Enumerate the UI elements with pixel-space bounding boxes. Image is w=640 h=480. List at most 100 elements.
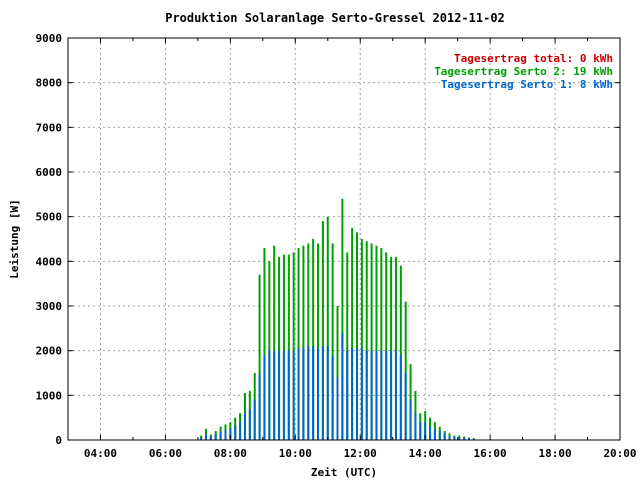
bar-series-1 xyxy=(365,241,368,440)
bar-series-1 xyxy=(292,252,295,440)
bar-series-2 xyxy=(385,350,388,440)
y-tick-label: 7000 xyxy=(36,121,63,134)
bar-series-1 xyxy=(351,227,354,440)
bar-series-1 xyxy=(273,245,276,440)
chart-title: Produktion Solaranlage Serto-Gressel 201… xyxy=(165,11,505,25)
bar-series-2 xyxy=(326,346,329,440)
bar-series-2 xyxy=(209,436,212,440)
bar-series-1 xyxy=(317,243,320,440)
bar-series-1 xyxy=(287,254,290,440)
legend-entry: Tagesertrag total: 0 kWh xyxy=(454,52,613,65)
y-tick-label: 4000 xyxy=(36,255,63,268)
y-tick-label: 6000 xyxy=(36,166,63,179)
bar-series-2 xyxy=(453,436,456,440)
bar-series-2 xyxy=(468,438,471,440)
bar-series-2 xyxy=(365,350,368,440)
x-tick-label: 16:00 xyxy=(474,447,507,460)
bar-series-2 xyxy=(409,399,412,440)
x-tick-label: 12:00 xyxy=(344,447,377,460)
bar-series-2 xyxy=(268,350,271,440)
y-tick-label: 1000 xyxy=(36,389,63,402)
legend-entry: Tagesertrag Serto 1: 8 kWh xyxy=(441,78,613,91)
bar-series-2 xyxy=(307,346,310,440)
y-tick-label: 2000 xyxy=(36,345,63,358)
bar-series-1 xyxy=(307,243,310,440)
bar-series-2 xyxy=(263,355,266,440)
bar-series-2 xyxy=(414,413,417,440)
y-tick-label: 5000 xyxy=(36,211,63,224)
bar-series-2 xyxy=(273,350,276,440)
bar-series-2 xyxy=(360,348,363,440)
bar-series-2 xyxy=(317,348,320,440)
plot-frame xyxy=(67,37,621,441)
x-axis-label: Zeit (UTC) xyxy=(311,466,377,479)
y-tick-label: 0 xyxy=(55,434,62,447)
bar-series-2 xyxy=(287,350,290,440)
bar-series-1 xyxy=(341,198,344,440)
bar-series-1 xyxy=(321,221,324,440)
bar-series-2 xyxy=(292,350,295,440)
bar-series-2 xyxy=(370,350,373,440)
bar-series-1 xyxy=(355,232,358,440)
y-axis-label: Leistung [W] xyxy=(8,199,21,278)
bar-series-2 xyxy=(302,348,305,440)
x-tick-label: 08:00 xyxy=(214,447,247,460)
bar-series-2 xyxy=(282,350,285,440)
bar-series-1 xyxy=(380,247,383,440)
bar-series-2 xyxy=(219,431,222,440)
bar-series-1 xyxy=(302,245,305,440)
bar-series-2 xyxy=(355,348,358,440)
bar-series-2 xyxy=(321,346,324,440)
bar-series-1 xyxy=(336,306,339,440)
bar-series-1 xyxy=(258,274,261,440)
bar-series-1 xyxy=(360,239,363,440)
x-tick-label: 04:00 xyxy=(84,447,117,460)
legend-entry: Tagesertrag Serto 2: 19 kWh xyxy=(434,65,613,78)
bar-series-2 xyxy=(224,430,227,440)
bar-series-1 xyxy=(404,301,407,440)
bar-series-1 xyxy=(331,243,334,440)
x-tick-label: 10:00 xyxy=(279,447,312,460)
bar-series-2 xyxy=(234,424,237,440)
y-tick-label: 9000 xyxy=(36,32,63,45)
x-tick-label: 14:00 xyxy=(409,447,442,460)
bar-series-2 xyxy=(443,433,446,440)
bar-series-2 xyxy=(253,399,256,440)
bar-series-2 xyxy=(390,350,393,440)
bar-series-1 xyxy=(326,216,329,440)
bar-series-2 xyxy=(341,332,344,440)
bar-series-2 xyxy=(429,426,432,440)
bar-series-1 xyxy=(375,245,378,440)
bar-series-2 xyxy=(258,373,261,440)
bar-series-2 xyxy=(380,350,383,440)
bar-series-2 xyxy=(448,435,451,440)
bar-series-2 xyxy=(438,431,441,440)
ticks: 0 1000 2000 3000 4000 5000 6000 7000 8000 9000 04:… xyxy=(36,32,637,460)
bar-series-2 xyxy=(375,350,378,440)
bar-series-2 xyxy=(239,421,242,440)
bar-series-1 xyxy=(282,254,285,440)
bar-series-2 xyxy=(331,355,334,440)
x-tick-label: 20:00 xyxy=(603,447,636,460)
bar-series-2 xyxy=(404,373,407,440)
bar-series-2 xyxy=(419,422,422,440)
bar-series-2 xyxy=(229,428,232,440)
bar-series-2 xyxy=(336,377,339,440)
x-tick-label: 18:00 xyxy=(538,447,571,460)
bar-series-2 xyxy=(297,348,300,440)
bars xyxy=(200,198,475,440)
bar-series-2 xyxy=(433,428,436,440)
bar-series-2 xyxy=(472,438,475,440)
y-tick-label: 8000 xyxy=(36,77,63,90)
bar-series-2 xyxy=(248,408,251,440)
bar-series-1 xyxy=(390,256,393,440)
grid xyxy=(68,38,620,440)
bar-series-1 xyxy=(297,247,300,440)
bar-series-2 xyxy=(399,355,402,440)
bar-series-1 xyxy=(346,252,349,440)
bar-series-2 xyxy=(458,437,461,440)
bar-series-2 xyxy=(351,348,354,440)
bar-series-1 xyxy=(205,428,207,440)
